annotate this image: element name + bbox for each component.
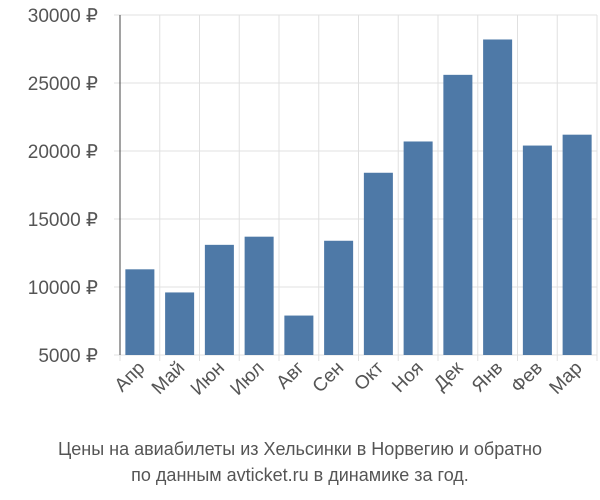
bar-10 [483,39,513,355]
bar-3 [204,244,234,355]
x-tick-label: Апр [111,358,150,397]
x-tick-label: Фев [507,358,547,398]
x-tick-label: Май [148,358,189,399]
bar-4 [244,236,274,355]
bar-5 [284,315,314,355]
bar-11 [522,145,552,355]
y-tick-label: 25000 ₽ [28,74,98,95]
x-tick-label: Мар [546,358,587,399]
x-tick-label: Июл [227,358,269,400]
x-tick-label: Авг [273,358,309,394]
bar-6 [324,240,354,355]
y-tick-label: 5000 ₽ [38,346,98,367]
chart: 5000 ₽ 10000 ₽ 15000 ₽ 20000 ₽ 25000 ₽ 30000 … [28,6,598,400]
x-tick-label: Июн [187,358,229,400]
y-tick-label: 15000 ₽ [28,210,98,231]
x-tick-label: Дек [430,357,468,395]
chart-caption-line-1: Цены на авиабилеты из Хельсинки в Норвег… [57,439,543,459]
bar-chart-svg: 5000 ₽ 10000 ₽ 15000 ₽ 20000 ₽ 25000 ₽ 30000 … [28,6,598,400]
bar-1 [125,269,155,355]
x-tick-label: Ноя [388,358,427,397]
y-tick-label: 10000 ₽ [28,278,98,299]
bars [125,39,592,355]
y-tick-label: 30000 ₽ [28,6,98,27]
chart-caption-line-2: по данным avticket.ru в динамике за год. [131,465,469,485]
x-tick-label: Окт [350,357,388,395]
bar-9 [443,74,473,355]
bar-8 [403,141,433,355]
y-tick-label: 20000 ₽ [28,142,98,163]
grid [114,14,598,361]
bar-2 [165,292,195,355]
x-tick-label: Сен [309,358,348,397]
bar-12 [562,134,592,355]
x-tick-label: Янв [468,358,507,397]
bar-7 [363,172,393,355]
